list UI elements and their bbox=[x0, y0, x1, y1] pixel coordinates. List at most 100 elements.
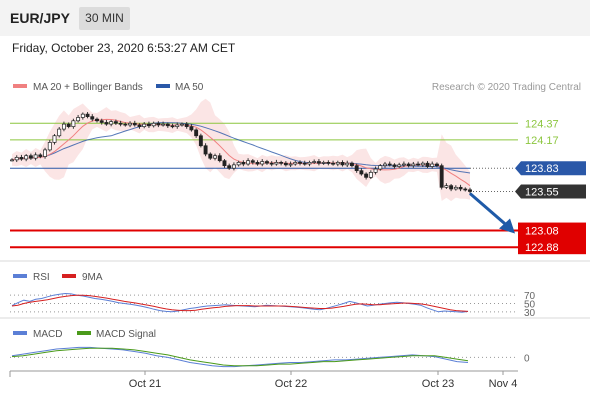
rsi-reference-label: 50 bbox=[524, 300, 536, 311]
candle-body bbox=[350, 162, 354, 167]
candle-body bbox=[184, 123, 189, 127]
candle-body bbox=[61, 123, 66, 130]
candle-body bbox=[250, 160, 255, 163]
candle-body bbox=[104, 122, 109, 125]
candle-body bbox=[283, 162, 288, 166]
macd-legend-swatch bbox=[13, 331, 27, 335]
candle-body bbox=[321, 162, 326, 164]
candle-body bbox=[208, 153, 213, 159]
candle-body bbox=[47, 142, 52, 151]
candle-body bbox=[331, 162, 336, 165]
candle-body bbox=[170, 125, 175, 128]
candle-body bbox=[345, 162, 350, 166]
rsi-ma-line bbox=[11, 294, 469, 312]
candle-body bbox=[354, 165, 359, 172]
candle-body bbox=[359, 170, 364, 175]
candle-body bbox=[293, 162, 298, 165]
candle-body bbox=[146, 123, 151, 127]
last-price-label: 123.55 bbox=[525, 186, 559, 198]
candle-body bbox=[397, 164, 402, 167]
candle-body bbox=[123, 123, 128, 126]
x-tick-label: Oct 23 bbox=[422, 378, 454, 390]
candle-body bbox=[392, 164, 397, 167]
candle-body bbox=[28, 155, 33, 159]
candle-body bbox=[463, 188, 468, 191]
candle-body bbox=[265, 161, 269, 164]
candle-body bbox=[132, 122, 137, 126]
candle-body bbox=[260, 161, 265, 165]
candles bbox=[10, 112, 472, 194]
candle-body bbox=[66, 123, 71, 127]
candle-body bbox=[76, 117, 81, 122]
candle-body bbox=[198, 135, 203, 147]
rsi-reference-label: 70 bbox=[524, 291, 536, 302]
candle-body bbox=[425, 162, 430, 167]
x-tick-label: Oct 22 bbox=[275, 378, 307, 390]
candle-body bbox=[19, 157, 24, 160]
x-axis-ticks: Oct 21 Oct 22 Oct 23 Nov 4 bbox=[129, 371, 518, 390]
symbol-label: EUR/JPY bbox=[10, 10, 70, 26]
ma20-line bbox=[11, 118, 471, 187]
candle-body bbox=[80, 113, 85, 118]
candle-body bbox=[231, 164, 236, 169]
candle-body bbox=[439, 165, 444, 188]
price-tags: 124.37 124.17 123.83 123.55 123.08 122.88 bbox=[515, 118, 586, 255]
bollinger-legend-label: MA 20 + Bollinger Bands bbox=[33, 82, 143, 93]
candle-body bbox=[52, 135, 57, 143]
bollinger-legend-swatch bbox=[13, 84, 27, 88]
candle-body bbox=[378, 165, 383, 170]
candle-body bbox=[156, 122, 161, 126]
candle-body bbox=[383, 163, 387, 167]
candle-body bbox=[364, 173, 369, 178]
bollinger-band bbox=[12, 98, 470, 202]
rsi-legend-label: RSI bbox=[33, 272, 50, 283]
pivot-label: 123.83 bbox=[525, 163, 559, 175]
candle-body bbox=[236, 162, 241, 166]
candle-body bbox=[71, 120, 76, 127]
candle-body bbox=[316, 161, 321, 164]
candle-body bbox=[109, 121, 114, 125]
candle-body bbox=[10, 159, 14, 162]
candle-body bbox=[222, 160, 227, 167]
candle-body bbox=[203, 145, 208, 155]
candle-body bbox=[241, 162, 246, 165]
candle-body bbox=[449, 185, 454, 190]
candle-body bbox=[326, 162, 331, 164]
candle-body bbox=[411, 163, 416, 167]
candle-body bbox=[137, 124, 142, 127]
candle-body bbox=[274, 162, 279, 165]
macd-signal-legend-label: MACD Signal bbox=[96, 329, 156, 340]
bollinger-fill bbox=[12, 98, 470, 202]
candle-body bbox=[24, 155, 29, 160]
candle-body bbox=[90, 116, 95, 120]
candle-body bbox=[373, 168, 378, 173]
candle-body bbox=[416, 163, 421, 166]
candle-body bbox=[118, 122, 123, 125]
rsi-ma-legend-swatch bbox=[62, 274, 76, 278]
candle-body bbox=[453, 186, 458, 190]
timeframe-button[interactable]: 30 MIN bbox=[79, 7, 130, 30]
candle-body bbox=[194, 129, 199, 137]
rsi-legend-swatch bbox=[13, 274, 27, 278]
candle-body bbox=[95, 118, 99, 122]
candle-body bbox=[420, 162, 425, 166]
timestamp: Friday, October 23, 2020 6:53:27 AM CET bbox=[12, 41, 236, 55]
target-label: 123.08 bbox=[525, 226, 559, 238]
candle-body bbox=[217, 155, 222, 162]
forecast-arrow bbox=[469, 192, 515, 234]
candle-body bbox=[151, 122, 156, 127]
candle-body bbox=[189, 126, 194, 131]
rsi-ma-legend-label: 9MA bbox=[82, 272, 103, 283]
candle-body bbox=[85, 113, 90, 117]
macd-reference-levels: 0 bbox=[10, 353, 530, 364]
candle-body bbox=[113, 121, 118, 124]
candle-body bbox=[99, 120, 104, 123]
candle-body bbox=[14, 157, 19, 161]
macd-signal-legend-swatch bbox=[77, 331, 91, 335]
x-tick-label: Nov 4 bbox=[489, 378, 518, 390]
candle-body bbox=[180, 123, 184, 126]
header-bar: EUR/JPY 30 MIN bbox=[0, 0, 590, 36]
resistance-label: 124.37 bbox=[525, 118, 559, 130]
